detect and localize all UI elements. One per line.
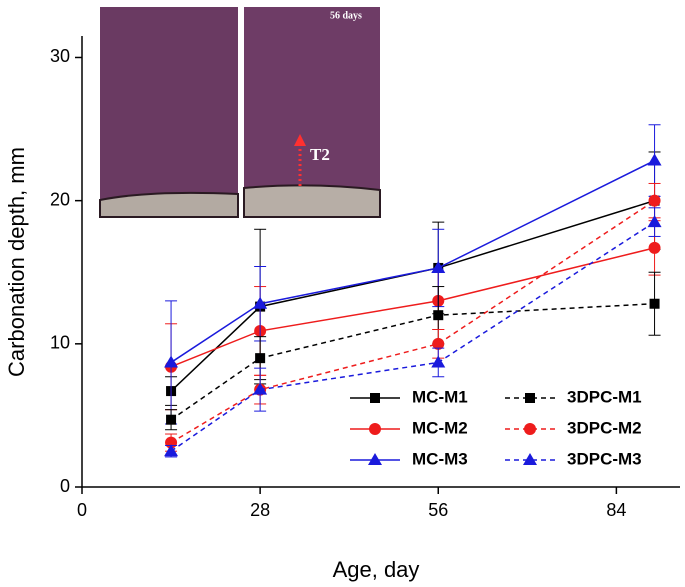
marker [164,355,179,368]
y-axis-label: Carbonation depth, mm [4,147,29,377]
depth-arrow-head [294,134,306,146]
marker [649,298,660,309]
marker [647,153,662,166]
x-axis-label: Age, day [333,557,420,582]
y-tick-label: 30 [50,46,70,66]
carbonated-zone-left [99,191,239,218]
marker [431,355,446,368]
legend-label: MC-M2 [412,418,468,437]
y-tick-label: 20 [50,189,70,209]
legend-label: MC-M1 [412,387,468,406]
marker [432,337,445,350]
marker [648,194,661,207]
legend-label: 3DPC-M3 [567,449,642,468]
photo-label: 56 days [330,10,362,21]
marker [253,296,268,309]
legend-label: MC-M3 [412,449,468,468]
series-line [170,302,655,421]
marker [431,260,446,273]
legend-marker [369,423,381,435]
series-line [170,247,655,368]
marker [164,444,179,457]
x-tick-label: 56 [428,500,448,520]
legend-label: 3DPC-M2 [567,418,642,437]
marker [166,414,177,425]
carbonated-zone-right [243,184,381,218]
y-tick-label: 10 [50,333,70,353]
series-line [170,221,655,452]
inset-photo: 56 days T2 [97,5,383,223]
legend-label: 3DPC-M1 [567,387,642,406]
series-line [170,159,655,364]
depth-label: T2 [310,145,330,164]
legend-marker [370,393,380,403]
specimen-left [100,7,238,217]
legend-marker [523,453,537,465]
legend-marker [368,453,382,465]
specimen-right [244,7,380,217]
x-tick-label: 28 [250,500,270,520]
marker [433,310,444,321]
x-tick-label: 84 [606,500,626,520]
legend-marker [524,423,536,435]
marker [647,215,662,228]
series-line [170,200,655,444]
marker [648,241,661,254]
legend-marker [525,393,535,403]
marker [253,382,268,395]
marker [255,353,266,364]
x-tick-label: 0 [77,500,87,520]
y-tick-label: 0 [60,476,70,496]
series-line [170,199,655,392]
